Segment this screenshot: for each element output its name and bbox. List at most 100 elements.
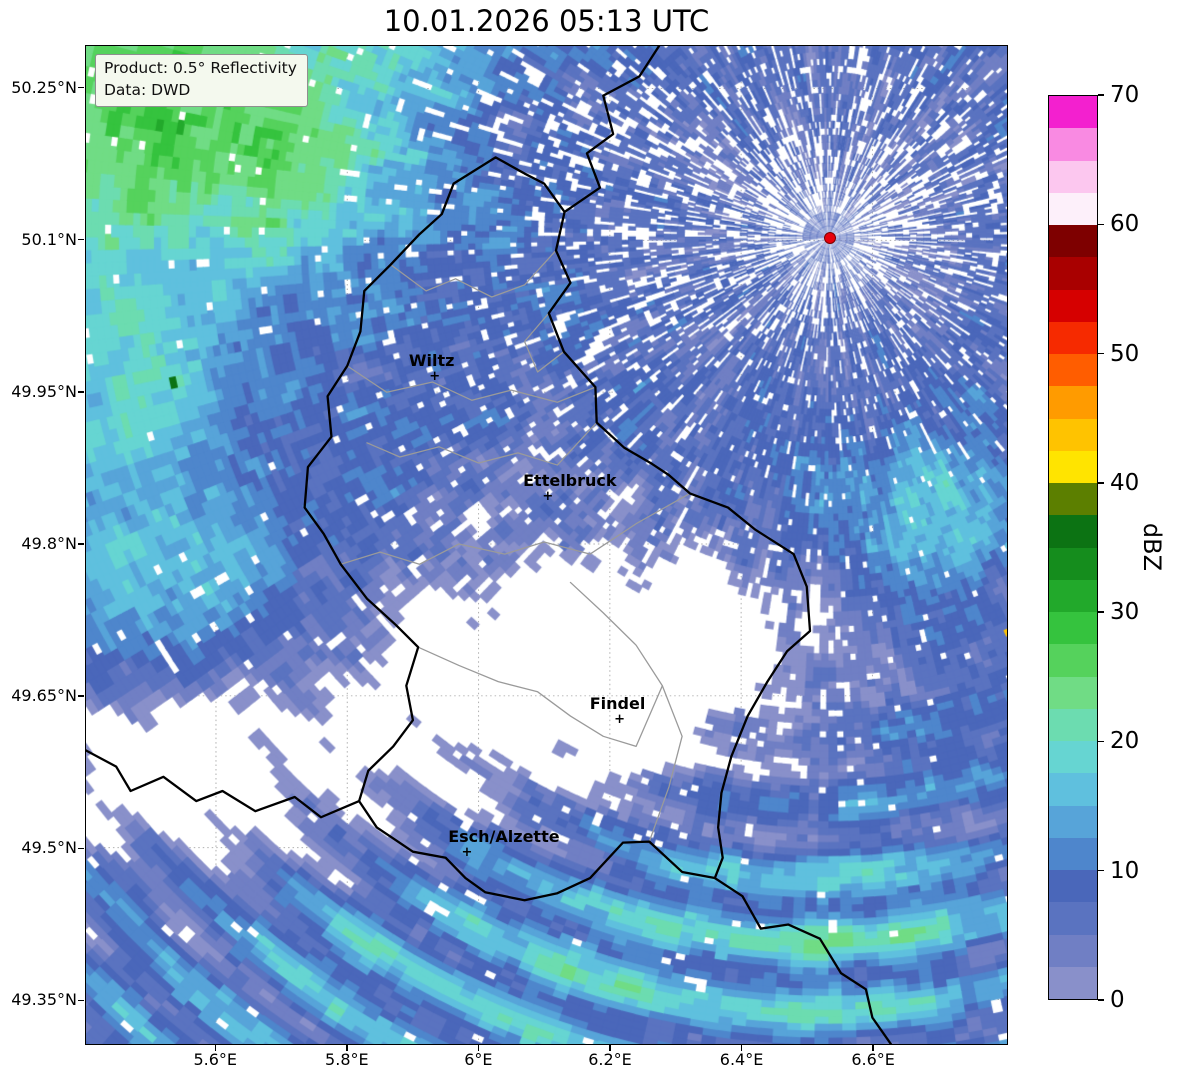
y-tick-label: 49.35°N xyxy=(11,990,77,1010)
city-marker: + xyxy=(542,489,554,505)
colorbar-tick xyxy=(1098,94,1104,96)
national-border xyxy=(713,876,892,1044)
city-marker: + xyxy=(429,368,441,384)
colorbar-segment xyxy=(1049,128,1097,161)
product-line: Product: 0.5° Reflectivity xyxy=(104,59,297,77)
data-source-line: Data: DWD xyxy=(104,80,191,99)
y-tick xyxy=(78,999,84,1002)
city-label: Wiltz xyxy=(408,350,455,370)
x-tick-label: 6.2°E xyxy=(588,1050,632,1069)
y-tick xyxy=(78,543,84,545)
border-lines-layer xyxy=(86,46,892,1044)
colorbar-segment xyxy=(1049,354,1097,387)
national-border xyxy=(563,46,661,214)
city-marker: + xyxy=(461,845,473,861)
y-tick xyxy=(78,239,84,241)
colorbar-segment xyxy=(1049,837,1097,870)
colorbar-tick xyxy=(1098,482,1104,484)
colorbar-tick-label: 70 xyxy=(1110,82,1140,108)
colorbar-segment xyxy=(1049,386,1097,419)
colorbar-tick-label: 60 xyxy=(1110,211,1140,238)
colorbar xyxy=(1048,95,1098,1000)
colorbar-tick-label: 40 xyxy=(1110,469,1140,496)
regional-border xyxy=(389,249,557,298)
x-tick-label: 5.8°E xyxy=(325,1050,369,1069)
colorbar-segment xyxy=(1049,870,1097,903)
x-tick-label: 6°E xyxy=(464,1050,493,1069)
x-tick-label: 6.6°E xyxy=(851,1050,895,1069)
y-tick xyxy=(78,391,84,393)
colorbar-segment xyxy=(1049,708,1097,741)
regional-border xyxy=(340,492,691,565)
colorbar-tick xyxy=(1098,870,1104,872)
colorbar-tick-label: 10 xyxy=(1110,857,1140,884)
colorbar-segment xyxy=(1049,515,1097,548)
regional-border xyxy=(346,365,597,403)
colorbar-segment xyxy=(1049,934,1097,967)
colorbar-segment xyxy=(1049,579,1097,612)
colorbar-segment xyxy=(1049,289,1097,322)
x-tick xyxy=(214,1045,216,1051)
national-border xyxy=(86,749,361,819)
city-marker: + xyxy=(614,712,625,728)
colorbar-tick xyxy=(1098,352,1104,355)
colorbar-tick-label: 30 xyxy=(1110,599,1140,626)
x-tick xyxy=(740,1045,743,1051)
y-tick-label: 49.8°N xyxy=(21,533,77,553)
colorbar-segment xyxy=(1049,321,1097,354)
colorbar-tick xyxy=(1098,223,1104,225)
colorbar-tick-label: 50 xyxy=(1110,340,1140,367)
y-tick-label: 50.25°N xyxy=(11,77,77,97)
city-label: Ettelbruck xyxy=(523,471,617,491)
regional-border xyxy=(417,646,663,748)
regional-border xyxy=(366,421,598,466)
y-tick-label: 49.65°N xyxy=(11,686,77,706)
figure-title: 10.01.2026 05:13 UTC xyxy=(383,4,710,38)
colorbar-unit-label: dBZ xyxy=(1138,522,1166,572)
regional-border xyxy=(523,312,565,373)
x-tick-label: 5.6°E xyxy=(193,1050,238,1069)
colorbar-segment xyxy=(1049,773,1097,806)
colorbar-tick-label: 20 xyxy=(1110,728,1140,755)
colorbar-tick xyxy=(1098,999,1104,1001)
y-tick xyxy=(78,847,84,849)
colorbar-segment xyxy=(1049,160,1097,193)
x-tick xyxy=(477,1045,480,1051)
x-tick xyxy=(609,1045,611,1051)
map-panel: Product: 0.5° Reflectivity Data: DWD + Wi… xyxy=(85,45,1008,1045)
y-tick-label: 49.5°N xyxy=(21,838,77,858)
colorbar-segment xyxy=(1049,805,1097,838)
colorbar-segment xyxy=(1049,902,1097,935)
y-tick xyxy=(78,86,84,89)
colorbar-segment xyxy=(1049,676,1097,709)
colorbar-segment xyxy=(1049,257,1097,290)
colorbar-segment xyxy=(1049,547,1097,580)
colorbar-segment xyxy=(1049,483,1097,516)
x-tick xyxy=(872,1045,874,1051)
radar-reflectivity-layer xyxy=(86,46,1007,1044)
colorbar-segment xyxy=(1049,612,1097,645)
city-label: Esch/Alzette xyxy=(448,827,560,847)
colorbar-gradient xyxy=(1049,96,1097,999)
x-tick-label: 6.4°E xyxy=(719,1050,764,1069)
city-label: Findel xyxy=(589,694,646,714)
colorbar-segment xyxy=(1049,966,1097,999)
colorbar-segment xyxy=(1049,225,1097,258)
product-info-box: Product: 0.5° Reflectivity Data: DWD xyxy=(95,54,308,108)
colorbar-segment xyxy=(1049,96,1097,129)
colorbar-tick-label: 0 xyxy=(1110,987,1125,1013)
y-tick-label: 50.1°N xyxy=(21,229,77,249)
colorbar-segment xyxy=(1049,418,1097,451)
x-tick xyxy=(346,1045,348,1051)
colorbar-tick xyxy=(1098,611,1104,613)
colorbar-tick xyxy=(1098,740,1104,743)
colorbar-segment xyxy=(1049,741,1097,774)
colorbar-segment xyxy=(1049,644,1097,677)
radar-site-marker xyxy=(824,231,837,244)
national-border xyxy=(303,156,812,902)
colorbar-segment xyxy=(1049,450,1097,483)
y-tick-label: 49.95°N xyxy=(11,381,77,401)
colorbar-segment xyxy=(1049,192,1097,225)
y-tick xyxy=(78,695,84,697)
